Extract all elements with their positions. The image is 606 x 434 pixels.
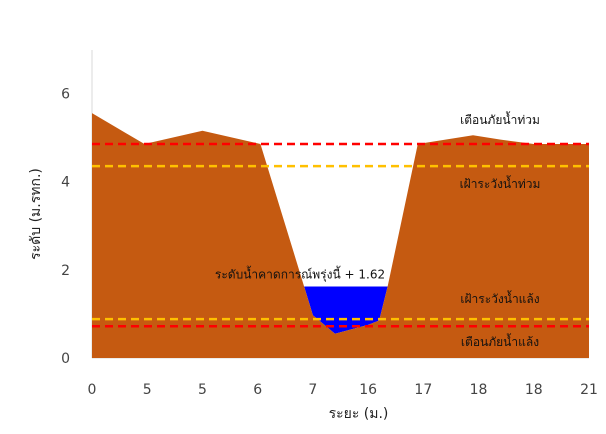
x-tick-label: 18 — [470, 382, 488, 398]
water-level-label: ระดับน้ำคาดการณ์พรุ่งนี้ + 1.62 — [215, 266, 385, 283]
y-tick-label: 2 — [61, 263, 70, 279]
x-tick-label: 5 — [198, 382, 207, 398]
y-axis-title: ระดับ (ม.รทก.) — [28, 168, 44, 260]
reference-line-label: เตือนภัยน้ำท่วม — [460, 111, 540, 127]
reference-line-label: เฝ้าระวังน้ำท่วม — [460, 175, 541, 191]
y-tick-label: 0 — [61, 351, 70, 367]
y-tick-label: 4 — [61, 175, 70, 191]
x-tick-label: 21 — [580, 382, 598, 398]
x-tick-label: 0 — [88, 382, 97, 398]
x-tick-label: 5 — [143, 382, 152, 398]
x-tick-label: 6 — [253, 382, 262, 398]
x-tick-label: 17 — [414, 382, 432, 398]
x-tick-label: 16 — [359, 382, 377, 398]
reference-line-label: เตือนภัยน้ำแล้ง — [461, 333, 539, 349]
water-area — [304, 286, 388, 334]
y-tick-label: 6 — [61, 86, 70, 102]
x-tick-label: 7 — [308, 382, 317, 398]
ground-area — [92, 113, 589, 358]
x-tick-label: 18 — [525, 382, 543, 398]
x-axis-title: ระยะ (ม.) — [329, 406, 389, 422]
reference-line-label: เฝ้าระวังน้ำแล้ง — [460, 290, 539, 306]
